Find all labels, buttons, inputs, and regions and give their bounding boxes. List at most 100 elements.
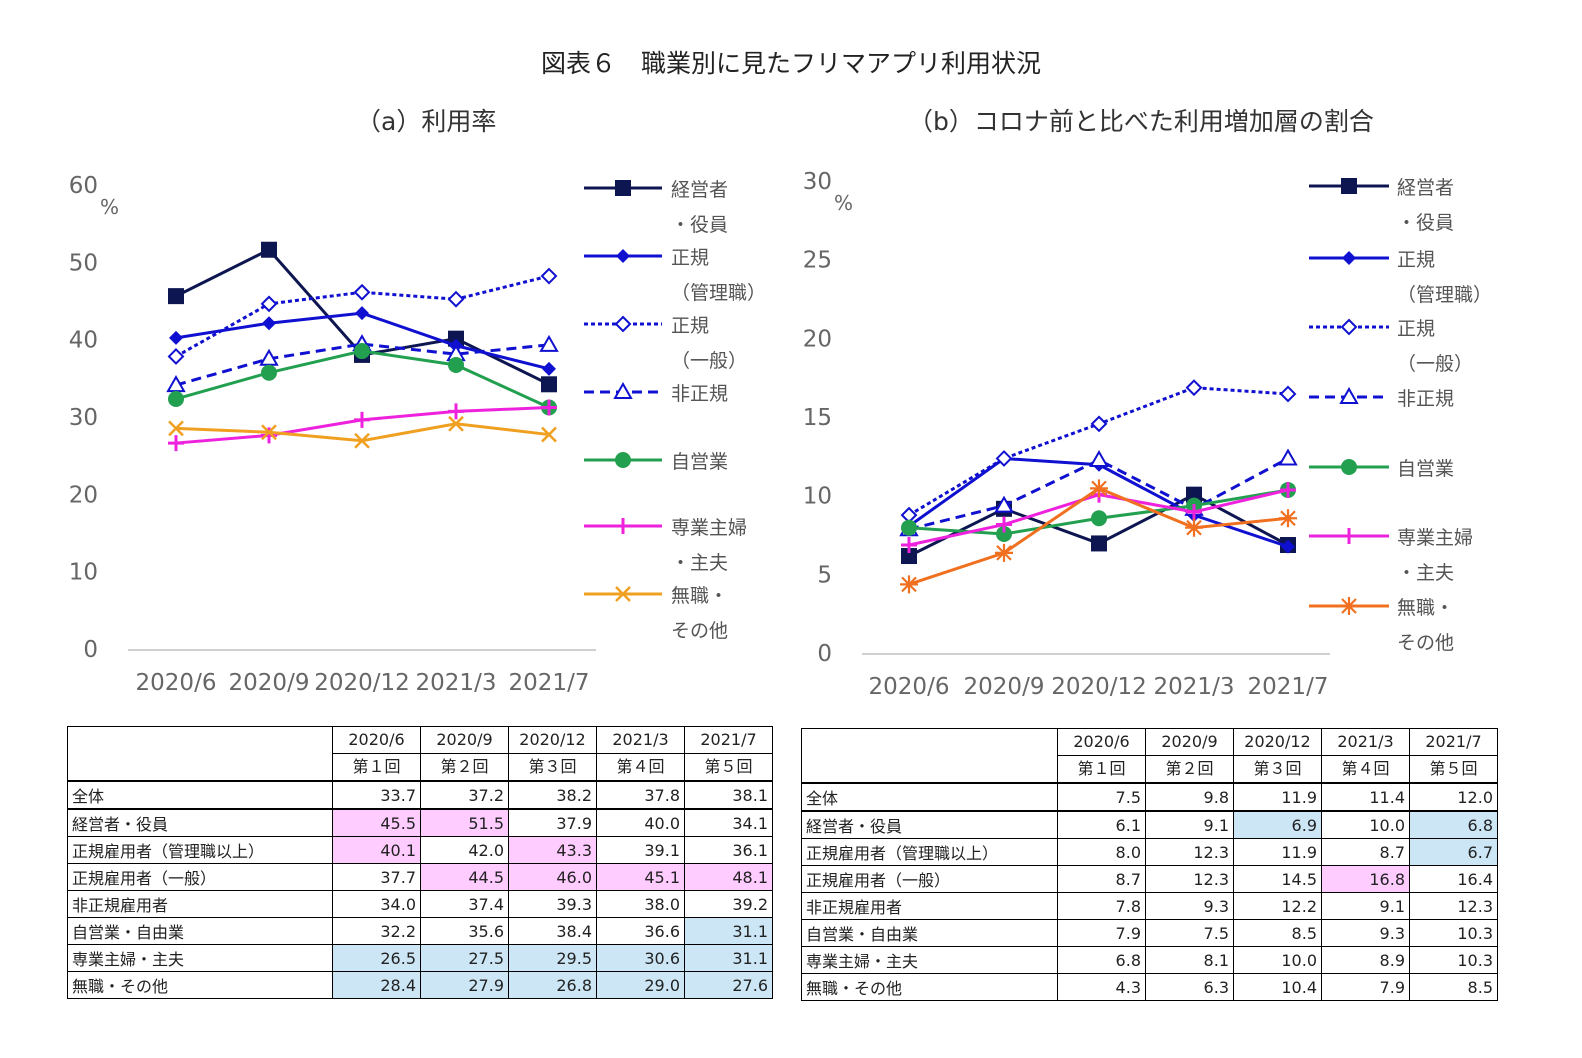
table-cell: 39.3	[508, 890, 597, 918]
data-point	[901, 519, 917, 536]
legend-label: 無職・	[1397, 597, 1454, 619]
table-cell: 9.1	[1321, 892, 1410, 920]
table-cell: 33.7	[332, 780, 421, 810]
y-tick-label: 20	[803, 326, 832, 352]
data-point	[354, 432, 370, 449]
data-point	[354, 411, 370, 428]
column-header-date: 2020/6	[1057, 728, 1146, 756]
legend-marker	[1342, 251, 1356, 265]
series-2	[167, 267, 558, 365]
table-row: 正規雇用者（一般） 8.7 12.3 14.5 16.8 16.4	[801, 865, 1498, 893]
table-cell: 36.6	[596, 917, 685, 945]
data-point	[1090, 479, 1108, 498]
table-cell: 8.9	[1321, 946, 1410, 974]
table-cell: 16.8	[1321, 865, 1410, 893]
data-point	[541, 426, 557, 443]
row-label: 全体	[67, 780, 333, 810]
table-cell: 9.3	[1145, 892, 1234, 920]
y-tick-label: 0	[817, 641, 832, 667]
table-cell: 12.0	[1409, 782, 1498, 812]
legend-label: （一般）	[1397, 353, 1473, 375]
legend-label: 経営者	[671, 179, 728, 201]
data-point	[168, 435, 184, 452]
data-point	[995, 543, 1013, 562]
y-tick-label: 0	[83, 637, 98, 663]
y-tick-label: 30	[803, 169, 832, 195]
table-cell: 38.2	[508, 780, 597, 810]
y-tick-label: 25	[803, 248, 832, 274]
data-point	[1186, 503, 1202, 520]
y-tick-label: 60	[69, 173, 98, 199]
y-unit-label: %	[834, 191, 853, 215]
table-cell: 7.9	[1321, 973, 1410, 1001]
legend-label: ・主夫	[671, 552, 728, 574]
table-cell: 6.8	[1057, 946, 1146, 974]
table-row: 自営業・自由業 7.9 7.5 8.5 9.3 10.3	[801, 919, 1498, 947]
legend-label: （一般）	[671, 350, 747, 372]
column-header-date: 2021/7	[684, 726, 773, 754]
table-cell: 34.1	[684, 808, 773, 837]
table-corner	[67, 726, 333, 782]
data-point	[1091, 535, 1107, 552]
table-cell: 9.1	[1145, 810, 1234, 839]
row-label: 無職・その他	[801, 973, 1058, 1001]
table-cell: 7.8	[1057, 892, 1146, 920]
table-cell: 12.3	[1409, 892, 1498, 920]
table-cell: 11.9	[1233, 838, 1322, 866]
table-cell: 40.1	[332, 836, 421, 864]
table-cell: 34.0	[332, 890, 421, 918]
table-cell: 37.2	[420, 780, 509, 810]
column-header-date: 2020/9	[420, 726, 509, 754]
data-point	[996, 526, 1012, 542]
legend-item: 正規 （管理職）	[1309, 249, 1492, 306]
data-point	[541, 399, 557, 416]
data-point	[448, 356, 464, 373]
legend-label: 正規	[671, 315, 709, 337]
table-cell: 7.5	[1057, 782, 1146, 812]
legend-marker	[615, 180, 631, 196]
y-unit-label: %	[100, 195, 119, 219]
legend-label: 自営業	[1397, 458, 1454, 480]
y-tick-label: 40	[69, 328, 98, 354]
data-point	[1090, 415, 1108, 433]
column-header-date: 2021/7	[1409, 728, 1498, 756]
column-header-date: 2020/12	[508, 726, 597, 754]
legend-label: その他	[1397, 632, 1454, 654]
data-point	[996, 516, 1012, 533]
table-cell: 12.3	[1145, 865, 1234, 893]
table-row: 自営業・自由業 32.2 35.6 38.4 36.6 31.1	[67, 917, 773, 945]
table-row: 専業主婦・主夫 26.5 27.5 29.5 30.6 31.1	[67, 944, 773, 972]
column-header-date: 2020/9	[1145, 728, 1234, 756]
legend-marker	[1341, 528, 1357, 544]
table-cell: 39.1	[596, 836, 685, 864]
legend-marker	[1340, 597, 1358, 615]
legend-item: 正規 （管理職）	[584, 247, 766, 304]
table-cell: 45.5	[332, 808, 421, 837]
legend-label: （管理職）	[671, 282, 766, 304]
data-point	[1280, 481, 1296, 498]
column-header-round: 第４回	[596, 753, 685, 782]
data-point	[541, 376, 557, 393]
data-point	[1279, 385, 1297, 403]
legend-item: 専業主婦・主夫	[584, 517, 747, 574]
table-cell: 4.3	[1057, 973, 1146, 1001]
legend-item: 非正規	[1309, 386, 1454, 410]
table-cell: 45.1	[596, 863, 685, 891]
table-cell: 37.7	[332, 863, 421, 891]
data-point	[448, 415, 464, 432]
table-cell: 29.0	[596, 971, 685, 999]
legend-label: （管理職）	[1397, 284, 1492, 306]
legend-label: 専業主婦	[1397, 527, 1473, 549]
data-point	[261, 424, 277, 441]
table-row: 非正規雇用者 34.0 37.4 39.3 38.0 39.2	[67, 890, 773, 918]
column-header-round: 第２回	[420, 753, 509, 782]
data-point	[1185, 379, 1203, 397]
column-header-round: 第４回	[1321, 755, 1410, 784]
table-cell: 11.4	[1321, 782, 1410, 812]
legend-marker	[615, 518, 631, 534]
legend-label: ・主夫	[1397, 562, 1454, 584]
table-cell: 51.5	[420, 808, 509, 837]
table-cell: 10.3	[1409, 919, 1498, 947]
data-point	[994, 495, 1014, 513]
data-point	[1278, 448, 1298, 466]
